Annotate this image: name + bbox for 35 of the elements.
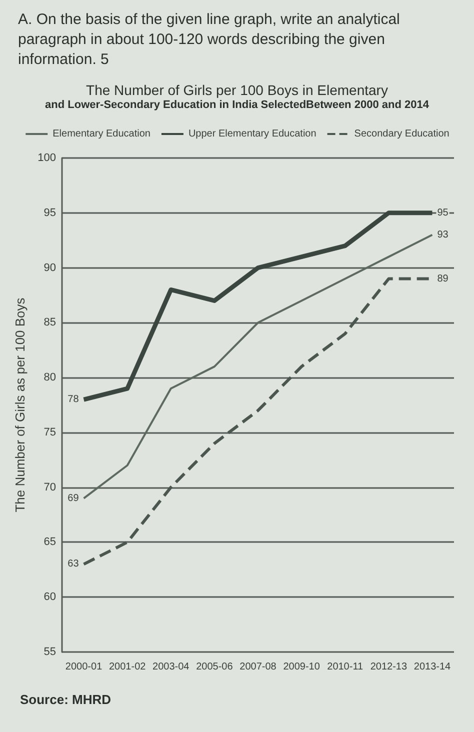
data-label: 63 xyxy=(68,558,80,570)
y-tick-label: 55 xyxy=(44,646,56,658)
y-tick-label: 75 xyxy=(44,426,56,438)
y-tick-label: 100 xyxy=(38,152,56,164)
source-note: Source: MHRD xyxy=(20,692,112,707)
y-axis-title: The Number of Girls as per 100 Boys xyxy=(12,297,28,512)
y-tick-label: 90 xyxy=(44,262,56,274)
x-tick-label: 2013-14 xyxy=(414,662,452,672)
x-tick-label: 2000-01 xyxy=(65,662,103,672)
legend-label: Secondary Education xyxy=(354,128,450,140)
x-tick-label: 2010-11 xyxy=(327,662,364,672)
x-tick-label: 2009-10 xyxy=(283,662,320,672)
legend-label: Elementary Education xyxy=(52,128,150,140)
text: A. On the basis of the given line graph, write an analytical paragraph in about 100-120 words describing the given information. 5 xyxy=(18,10,401,70)
legend-label: Upper Elementary Education xyxy=(188,128,316,140)
data-label: 89 xyxy=(437,273,449,284)
y-tick-label: 70 xyxy=(44,481,56,494)
x-tick-label: 2005-06 xyxy=(196,662,234,672)
data-label: 78 xyxy=(68,394,80,406)
line-series xyxy=(82,234,434,500)
y-tick-label: 95 xyxy=(44,206,56,219)
x-tick-label: 2007-08 xyxy=(240,662,277,672)
y-tick-label: 80 xyxy=(44,372,56,384)
data-label: 69 xyxy=(68,492,80,504)
y-tick-label: 85 xyxy=(44,316,56,329)
data-label: 95 xyxy=(437,207,449,218)
x-tick-label: 2012-13 xyxy=(370,662,408,672)
chart-subtitle: and Lower-Secondary Education in India SelectedBetween 2000 and 2014 xyxy=(44,99,430,112)
chart-title: The Number of Girls per 100 Boys in Elementary xyxy=(85,82,389,98)
line-series xyxy=(82,210,434,402)
data-label: 93 xyxy=(437,229,449,240)
x-tick-label: 2001-02 xyxy=(108,662,146,672)
x-tick-label: 2003-04 xyxy=(152,662,190,672)
y-tick-label: 60 xyxy=(44,591,56,604)
y-tick-label: 65 xyxy=(44,536,56,548)
